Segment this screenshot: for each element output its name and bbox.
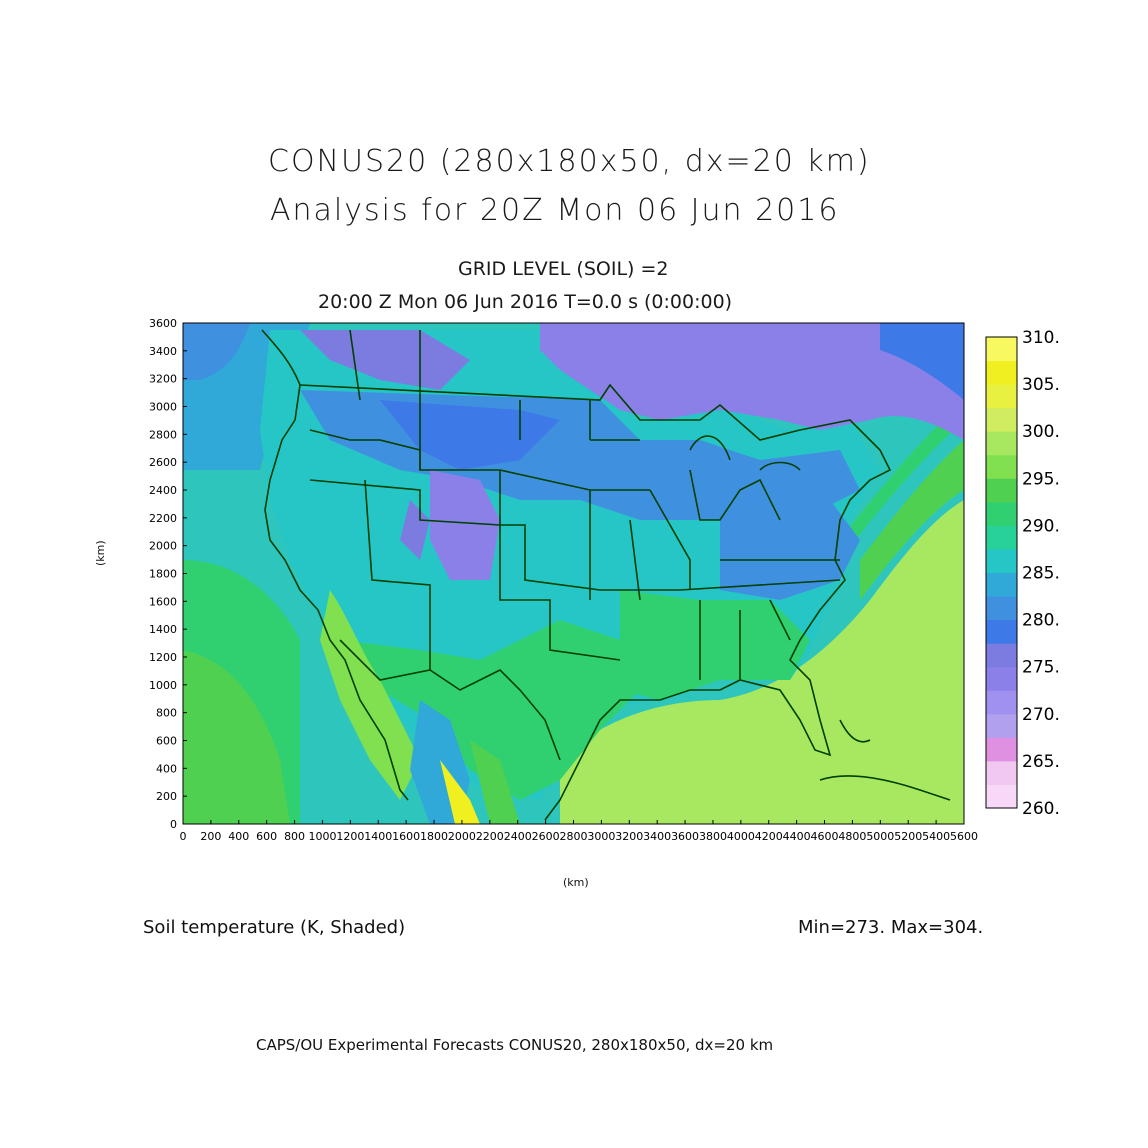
x-tick-label: 0 <box>180 830 187 843</box>
min-max-label: Min=273. Max=304. <box>798 917 984 938</box>
colorbar-label: 285. <box>1022 564 1060 584</box>
y-tick-label: 600 <box>156 735 177 748</box>
colorbar-swatch <box>986 666 1017 691</box>
y-tick-label: 3400 <box>149 345 177 358</box>
x-tick-label: 2000 <box>448 830 476 843</box>
x-tick-label: 5000 <box>866 830 894 843</box>
x-tick-label: 2200 <box>476 830 504 843</box>
colorbar-label: 290. <box>1022 516 1060 536</box>
x-axis-label: (km) <box>563 876 589 889</box>
x-tick-label: 4400 <box>783 830 811 843</box>
colorbar-swatch <box>986 737 1017 762</box>
colorbar-swatch <box>986 572 1017 597</box>
x-tick-label: 200 <box>200 830 221 843</box>
x-tick-label: 2400 <box>504 830 532 843</box>
colorbar-swatch <box>986 784 1017 809</box>
colorbar-label: 280. <box>1022 611 1060 631</box>
x-tick-label: 3800 <box>699 830 727 843</box>
colorbar-swatch <box>986 407 1017 432</box>
valid-time-label: 20:00 Z Mon 06 Jun 2016 T=0.0 s (0:00:00… <box>318 291 733 313</box>
x-tick-label: 4200 <box>755 830 783 843</box>
colorbar-swatch <box>986 690 1017 715</box>
x-tick-label: 3600 <box>671 830 699 843</box>
colorbar-swatch <box>986 548 1017 573</box>
y-tick-label: 2400 <box>149 484 177 497</box>
colorbar-swatch <box>986 478 1017 503</box>
x-tick-label: 4800 <box>838 830 866 843</box>
colorbar-frame <box>985 336 1018 809</box>
colorbar-swatch <box>986 431 1017 456</box>
colorbar: 260. 265. 270. 275. 280. 285. 290. 295. 300. 305.… <box>985 328 1060 819</box>
x-tick-label: 5200 <box>894 830 922 843</box>
x-tick-label: 1600 <box>392 830 420 843</box>
colorbar-swatch <box>986 619 1017 644</box>
y-tick-label: 1200 <box>149 651 177 664</box>
x-tick-label: 4600 <box>811 830 839 843</box>
y-tick-label: 3200 <box>149 373 177 386</box>
colorbar-swatch <box>986 337 1017 362</box>
y-tick-label: 1600 <box>149 595 177 608</box>
colorbar-swatch <box>986 501 1017 526</box>
field-label: Soil temperature (K, Shaded) <box>143 917 406 938</box>
y-tick-label: 1000 <box>149 679 177 692</box>
y-tick-label: 3600 <box>149 317 177 330</box>
x-tick-label: 1200 <box>336 830 364 843</box>
colorbar-label: 270. <box>1022 705 1060 725</box>
boundary-lines <box>261 329 951 821</box>
x-tick-label: 3400 <box>643 830 671 843</box>
x-tick-label: 1400 <box>364 830 392 843</box>
colorbar-label: 305. <box>1022 375 1060 395</box>
x-tick-label: 3000 <box>587 830 615 843</box>
colorbar-swatch <box>986 760 1017 785</box>
y-tick-label: 2000 <box>149 540 177 553</box>
x-tick-label: 2600 <box>532 830 560 843</box>
x-tick-label: 400 <box>228 830 249 843</box>
map-title-line2: Analysis for 20Z Mon 06 Jun 2016 <box>270 193 840 228</box>
colorbar-label: 295. <box>1022 469 1060 489</box>
y-tick-label: 2600 <box>149 456 177 469</box>
x-tick-label: 1800 <box>420 830 448 843</box>
y-tick-label: 2200 <box>149 512 177 525</box>
y-tick-label: 400 <box>156 762 177 775</box>
y-tick-label: 0 <box>170 818 177 831</box>
colorbar-swatch <box>986 596 1017 621</box>
y-axis-label: (km) <box>94 540 107 566</box>
colorbar-swatch <box>986 360 1017 385</box>
x-axis: 0 200 400 600 800 1000 1200 1400 1600 1800 2000 220… <box>180 820 978 843</box>
x-tick-label: 600 <box>256 830 277 843</box>
x-tick-label: 800 <box>284 830 305 843</box>
colorbar-label: 260. <box>1022 799 1060 819</box>
y-tick-label: 200 <box>156 790 177 803</box>
x-tick-label: 4000 <box>727 830 755 843</box>
x-tick-label: 5400 <box>922 830 950 843</box>
grid-level-label: GRID LEVEL (SOIL) =2 <box>458 258 669 280</box>
y-tick-label: 2800 <box>149 428 177 441</box>
x-tick-label: 3200 <box>615 830 643 843</box>
credit-label: CAPS/OU Experimental Forecasts CONUS20, … <box>256 1036 774 1054</box>
y-tick-label: 3000 <box>149 401 177 414</box>
y-tick-label: 1400 <box>149 623 177 636</box>
colorbar-label: 300. <box>1022 422 1060 442</box>
x-tick-label: 2800 <box>560 830 588 843</box>
y-axis: 0 200 400 600 800 1000 1200 1400 1600 1800 2000 220… <box>149 317 187 831</box>
x-tick-label: 1000 <box>308 830 336 843</box>
colorbar-swatch <box>986 454 1017 479</box>
colorbar-label: 265. <box>1022 752 1060 772</box>
colorbar-label: 275. <box>1022 658 1060 678</box>
colorbar-swatch <box>986 525 1017 550</box>
y-tick-label: 1800 <box>149 568 177 581</box>
colorbar-swatch <box>986 384 1017 409</box>
x-tick-label: 5600 <box>950 830 978 843</box>
y-tick-label: 800 <box>156 707 177 720</box>
colorbar-swatch <box>986 713 1017 738</box>
colorbar-label: 310. <box>1022 328 1060 348</box>
colorbar-swatch <box>986 643 1017 668</box>
map-title-line1: CONUS20 (280x180x50, dx=20 km) <box>268 144 871 179</box>
